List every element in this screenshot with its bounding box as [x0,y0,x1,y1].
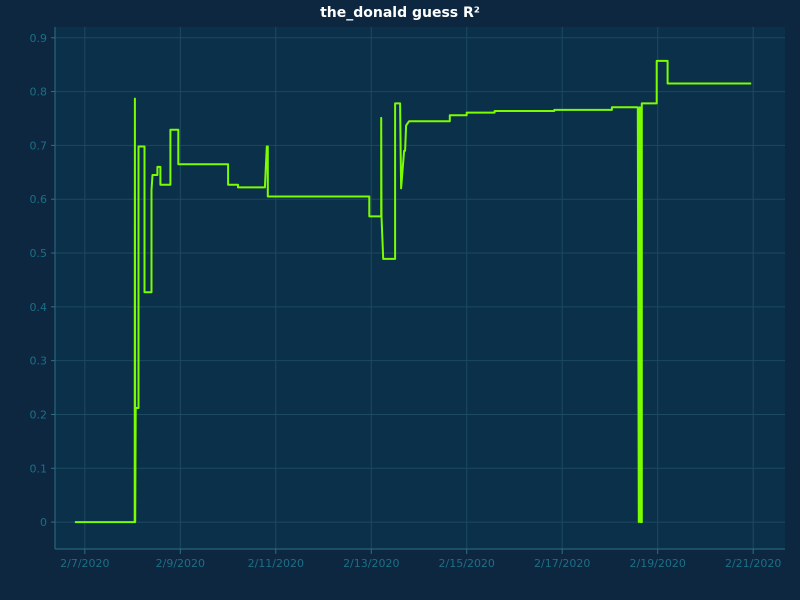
axes [54,27,785,550]
y-tick-label: 0.2 [30,408,48,421]
x-tick-label: 2/7/2020 [60,557,109,570]
x-tick-label: 2/17/2020 [534,557,590,570]
y-tick-label: 0 [40,516,47,529]
y-axis-ticks: 0 0.1 0.2 0.3 0.4 0.5 0.6 0.7 0.8 0.9 [30,32,55,529]
y-tick-label: 0.7 [30,139,48,152]
y-tick-label: 0.6 [30,193,48,206]
y-tick-label: 0.4 [30,301,48,314]
y-tick-label: 0.3 [30,355,48,368]
y-tick-label: 0.9 [30,32,48,45]
x-tick-label: 2/9/2020 [156,557,205,570]
x-tick-label: 2/13/2020 [343,557,399,570]
series-layer [74,59,752,524]
grid-lines [55,27,785,549]
y-tick-label: 0.1 [30,462,48,475]
y-tick-label: 0.8 [30,86,48,99]
chart-title: the_donald guess R² [320,5,480,21]
x-axis-ticks: 2/7/2020 2/9/2020 2/11/2020 2/13/2020 2/15/2… [60,549,781,570]
series-line-0 [74,59,752,524]
x-tick-label: 2/15/2020 [439,557,495,570]
x-tick-label: 2/21/2020 [725,557,781,570]
y-tick-label: 0.5 [30,247,48,260]
x-tick-label: 2/11/2020 [248,557,304,570]
x-tick-label: 2/19/2020 [629,557,685,570]
plot-background [55,27,785,549]
plot-area: 0 0.1 0.2 0.3 0.4 0.5 0.6 0.7 0.8 0.9 2/7/2020 2/9… [30,27,785,570]
